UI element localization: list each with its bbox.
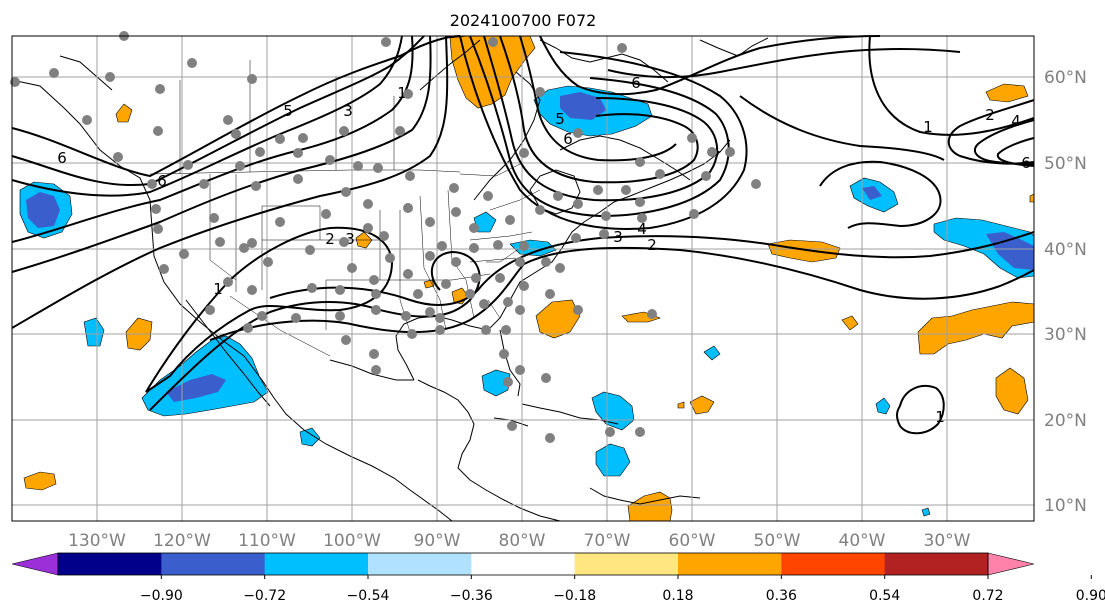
contour-label: 6 <box>157 172 167 190</box>
positive-anomaly-fills <box>23 35 1035 522</box>
contour-label: 1 <box>935 408 945 426</box>
station-markers <box>10 31 761 443</box>
colorbar-tick-label: −0.18 <box>553 588 596 604</box>
contour-label: 1 <box>397 84 407 102</box>
lon-label: 50°W <box>754 531 801 551</box>
colorbar-right-extension <box>987 552 1035 576</box>
contour-label: 7 <box>711 148 721 166</box>
latitude-labels: 60°N 50°N 40°N 30°N 20°N 10°N <box>1044 68 1087 516</box>
colorbar-tick-label: −0.90 <box>140 588 183 604</box>
colorbar-segment <box>368 553 472 575</box>
lat-label: 10°N <box>1044 496 1087 516</box>
lat-label: 30°N <box>1044 325 1087 345</box>
lon-label: 30°W <box>924 531 971 551</box>
map-title: 2024100700 F072 <box>450 11 597 30</box>
colorbar-tick-label: 0.72 <box>972 588 1003 604</box>
colorbar-segment <box>58 553 162 575</box>
lon-label: 110°W <box>238 531 296 551</box>
colorbar-left-extension <box>11 552 59 576</box>
colorbar-segment <box>264 553 369 575</box>
map-panel: 6 5 3 6 1 2 3 1 6 6 5 7 4 3 2 1 2 4 6 1 <box>10 31 1035 522</box>
lon-label: 80°W <box>499 531 546 551</box>
colorbar-tick-label: 0.18 <box>662 588 693 604</box>
contour-label: 1 <box>213 280 223 298</box>
lat-label: 50°N <box>1044 154 1087 174</box>
colorbar-segment <box>781 553 886 575</box>
contour-label: 3 <box>613 228 623 246</box>
contour-label: 4 <box>637 220 647 238</box>
contour-label: 6 <box>57 149 67 167</box>
lat-label: 60°N <box>1044 68 1087 88</box>
lon-label: 40°W <box>839 531 886 551</box>
colorbar-segment <box>161 553 266 575</box>
colorbar-segment <box>884 553 989 575</box>
contour-label: 6 <box>631 74 641 92</box>
contour-label: 2 <box>985 106 995 124</box>
contour-label: 3 <box>345 230 355 248</box>
colorbar-tick-label: −0.72 <box>243 588 286 604</box>
colorbar-segment <box>678 553 782 575</box>
colorbar-tick-label: 0.36 <box>766 588 797 604</box>
colorbar-segment <box>574 553 679 575</box>
contour-label: 5 <box>555 110 565 128</box>
contour-labels: 6 5 3 6 1 2 3 1 6 6 5 7 4 3 2 1 2 4 6 1 <box>57 74 1031 426</box>
contour-label: 3 <box>343 102 353 120</box>
contour-label: 2 <box>325 230 335 248</box>
contour-label: 6 <box>563 130 573 148</box>
colorbar: −0.90 −0.72 −0.54 −0.36 −0.18 0.18 0.36 0.54 0.7… <box>11 552 1105 604</box>
contour-label: 1 <box>923 118 933 136</box>
longitude-labels: 130°W 120°W 110°W 100°W 90°W 80°W 70°W 6… <box>68 531 971 551</box>
lon-label: 90°W <box>414 531 461 551</box>
contour-label: 5 <box>283 102 293 120</box>
contour-label: 4 <box>1011 112 1021 130</box>
political-borders <box>149 60 541 357</box>
colorbar-segment <box>471 553 576 575</box>
colorbar-tick-label: −0.54 <box>347 588 390 604</box>
lon-label: 120°W <box>153 531 211 551</box>
lon-label: 70°W <box>584 531 631 551</box>
colorbar-tick-label: 0.54 <box>869 588 900 604</box>
lon-label: 60°W <box>669 531 716 551</box>
lon-label: 100°W <box>323 531 381 551</box>
lat-label: 20°N <box>1044 411 1087 431</box>
strong-negative-anomaly-fills <box>26 92 1034 402</box>
lat-label: 40°N <box>1044 240 1087 260</box>
lon-label: 130°W <box>68 531 126 551</box>
colorbar-tick-label: −0.36 <box>450 588 493 604</box>
colorbar-tick-label: 0.90 <box>1076 588 1105 604</box>
contour-label: 6 <box>1021 154 1031 172</box>
contour-label: 2 <box>647 236 657 254</box>
